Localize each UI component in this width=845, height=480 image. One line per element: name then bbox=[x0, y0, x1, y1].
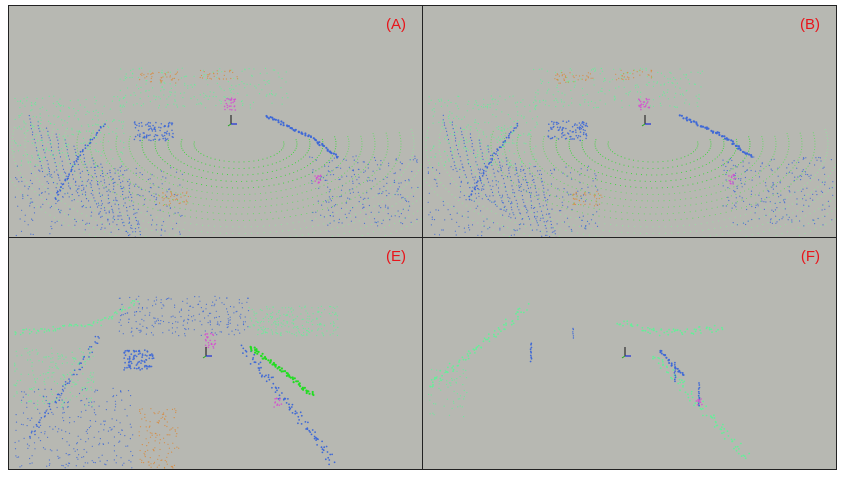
panel-f: (F) bbox=[423, 238, 836, 469]
point-cloud-a bbox=[9, 6, 422, 237]
point-cloud-figure: (A) (B) (E) (F) bbox=[8, 5, 837, 470]
panel-label-f: (F) bbox=[801, 248, 820, 265]
panel-label-a: (A) bbox=[386, 16, 406, 33]
panel-label-b: (B) bbox=[800, 16, 820, 33]
panel-a: (A) bbox=[9, 6, 422, 237]
point-cloud-b bbox=[423, 6, 836, 237]
panel-label-e: (E) bbox=[386, 248, 406, 265]
panel-e: (E) bbox=[9, 238, 422, 469]
panel-b: (B) bbox=[423, 6, 836, 237]
point-cloud-e bbox=[9, 238, 422, 469]
point-cloud-f bbox=[423, 238, 836, 469]
panel-divider-horizontal bbox=[9, 237, 836, 238]
